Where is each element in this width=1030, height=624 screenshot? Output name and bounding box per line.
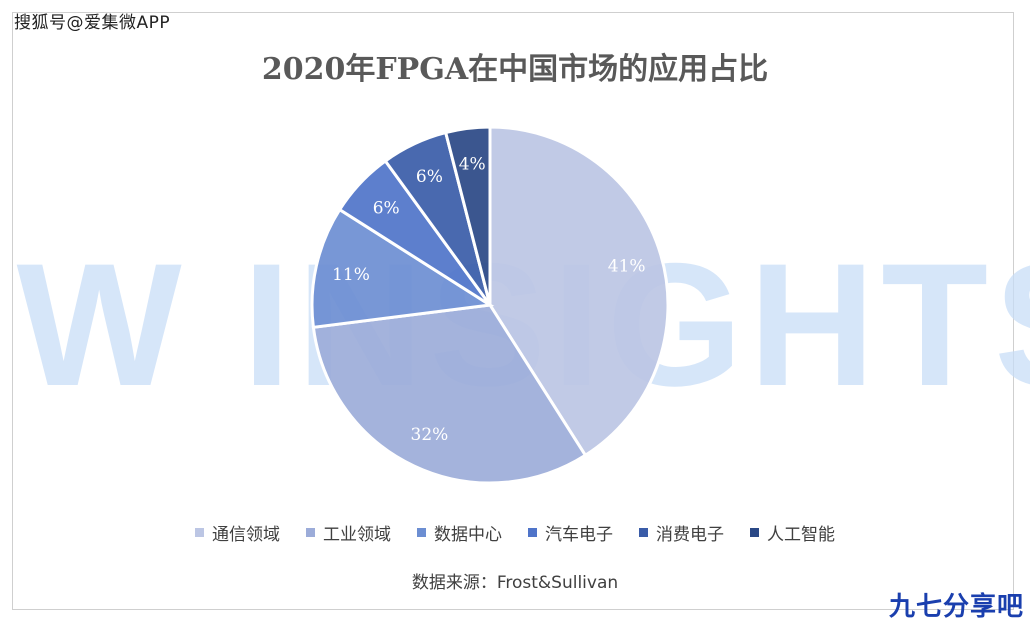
- legend-swatch: [639, 528, 648, 537]
- slice-value-label: 32%: [411, 425, 449, 445]
- corner-logo: 九七分享吧: [888, 592, 1024, 622]
- legend-label: 通信领域: [212, 525, 280, 545]
- pie-slice: [443, 125, 492, 306]
- legend-swatch: [750, 528, 759, 537]
- legend-swatch: [528, 528, 537, 537]
- slice-value-label: 6%: [416, 167, 443, 187]
- legend-label: 数据中心: [434, 525, 502, 545]
- legend-label: 人工智能: [767, 525, 835, 545]
- legend-swatch: [195, 528, 204, 537]
- legend-item: 汽车电子: [528, 520, 613, 545]
- legend-swatch: [417, 528, 426, 537]
- legend-item: 消费电子: [639, 520, 724, 545]
- source-note: 数据来源：Frost&Sullivan: [411, 573, 619, 593]
- legend-swatch: [306, 528, 315, 537]
- chart-title: 2020年FPGA在中国市场的应用占比: [261, 52, 769, 87]
- slice-value-label: 11%: [332, 265, 370, 285]
- slice-value-label: 4%: [459, 155, 486, 175]
- pie-slice: [310, 207, 495, 329]
- legend-label: 消费电子: [656, 525, 724, 545]
- legend: 通信领域 工业领域 数据中心 汽车电子 消费电子 人工智能: [0, 520, 1030, 545]
- legend-item: 人工智能: [750, 520, 835, 545]
- legend-label: 工业领域: [323, 525, 391, 545]
- slice-value-label: 41%: [608, 256, 646, 276]
- slice-value-label: 6%: [373, 199, 400, 219]
- legend-item: 数据中心: [417, 520, 502, 545]
- source-watermark: 搜狐号@爱集微APP: [14, 13, 171, 33]
- legend-label: 汽车电子: [545, 525, 613, 545]
- pie-slice: [311, 303, 588, 485]
- legend-item: 通信领域: [195, 520, 280, 545]
- legend-item: 工业领域: [306, 520, 391, 545]
